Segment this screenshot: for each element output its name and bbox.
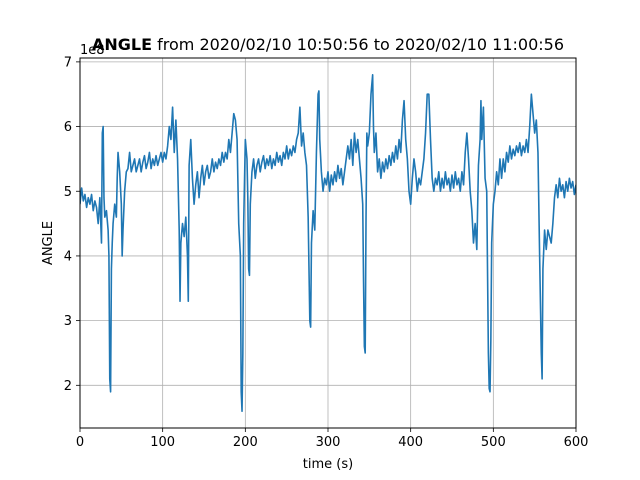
axis-ticks: 0 100 200 300 400 500 600 2 3 4 5 6 7	[64, 55, 589, 450]
y-tick-label: 6	[64, 120, 72, 135]
x-axis-label: time (s)	[303, 457, 353, 472]
y-axis-label: ANGLE	[41, 221, 56, 265]
series-group	[80, 74, 576, 412]
x-tick-label: 100	[150, 435, 175, 450]
chart-title-rest: from 2020/02/10 10:50:56 to 2020/02/10 1…	[152, 35, 564, 54]
series-line	[80, 74, 576, 412]
chart-title-bold: ANGLE	[92, 35, 152, 54]
y-tick-label: 7	[64, 55, 72, 70]
chart-title: ANGLE from 2020/02/10 10:50:56 to 2020/0…	[92, 35, 564, 54]
y-tick-label: 4	[64, 249, 72, 264]
grid-lines	[79, 58, 577, 428]
x-tick-label: 400	[398, 435, 423, 450]
x-tick-label: 600	[564, 435, 589, 450]
y-tick-label: 2	[64, 379, 72, 394]
x-tick-label: 300	[316, 435, 341, 450]
x-tick-label: 0	[76, 435, 84, 450]
y-tick-label: 3	[64, 314, 72, 329]
y-offset-label: 1e8	[80, 43, 105, 58]
y-tick-label: 5	[64, 185, 72, 200]
x-tick-label: 200	[233, 435, 258, 450]
x-tick-label: 500	[481, 435, 506, 450]
